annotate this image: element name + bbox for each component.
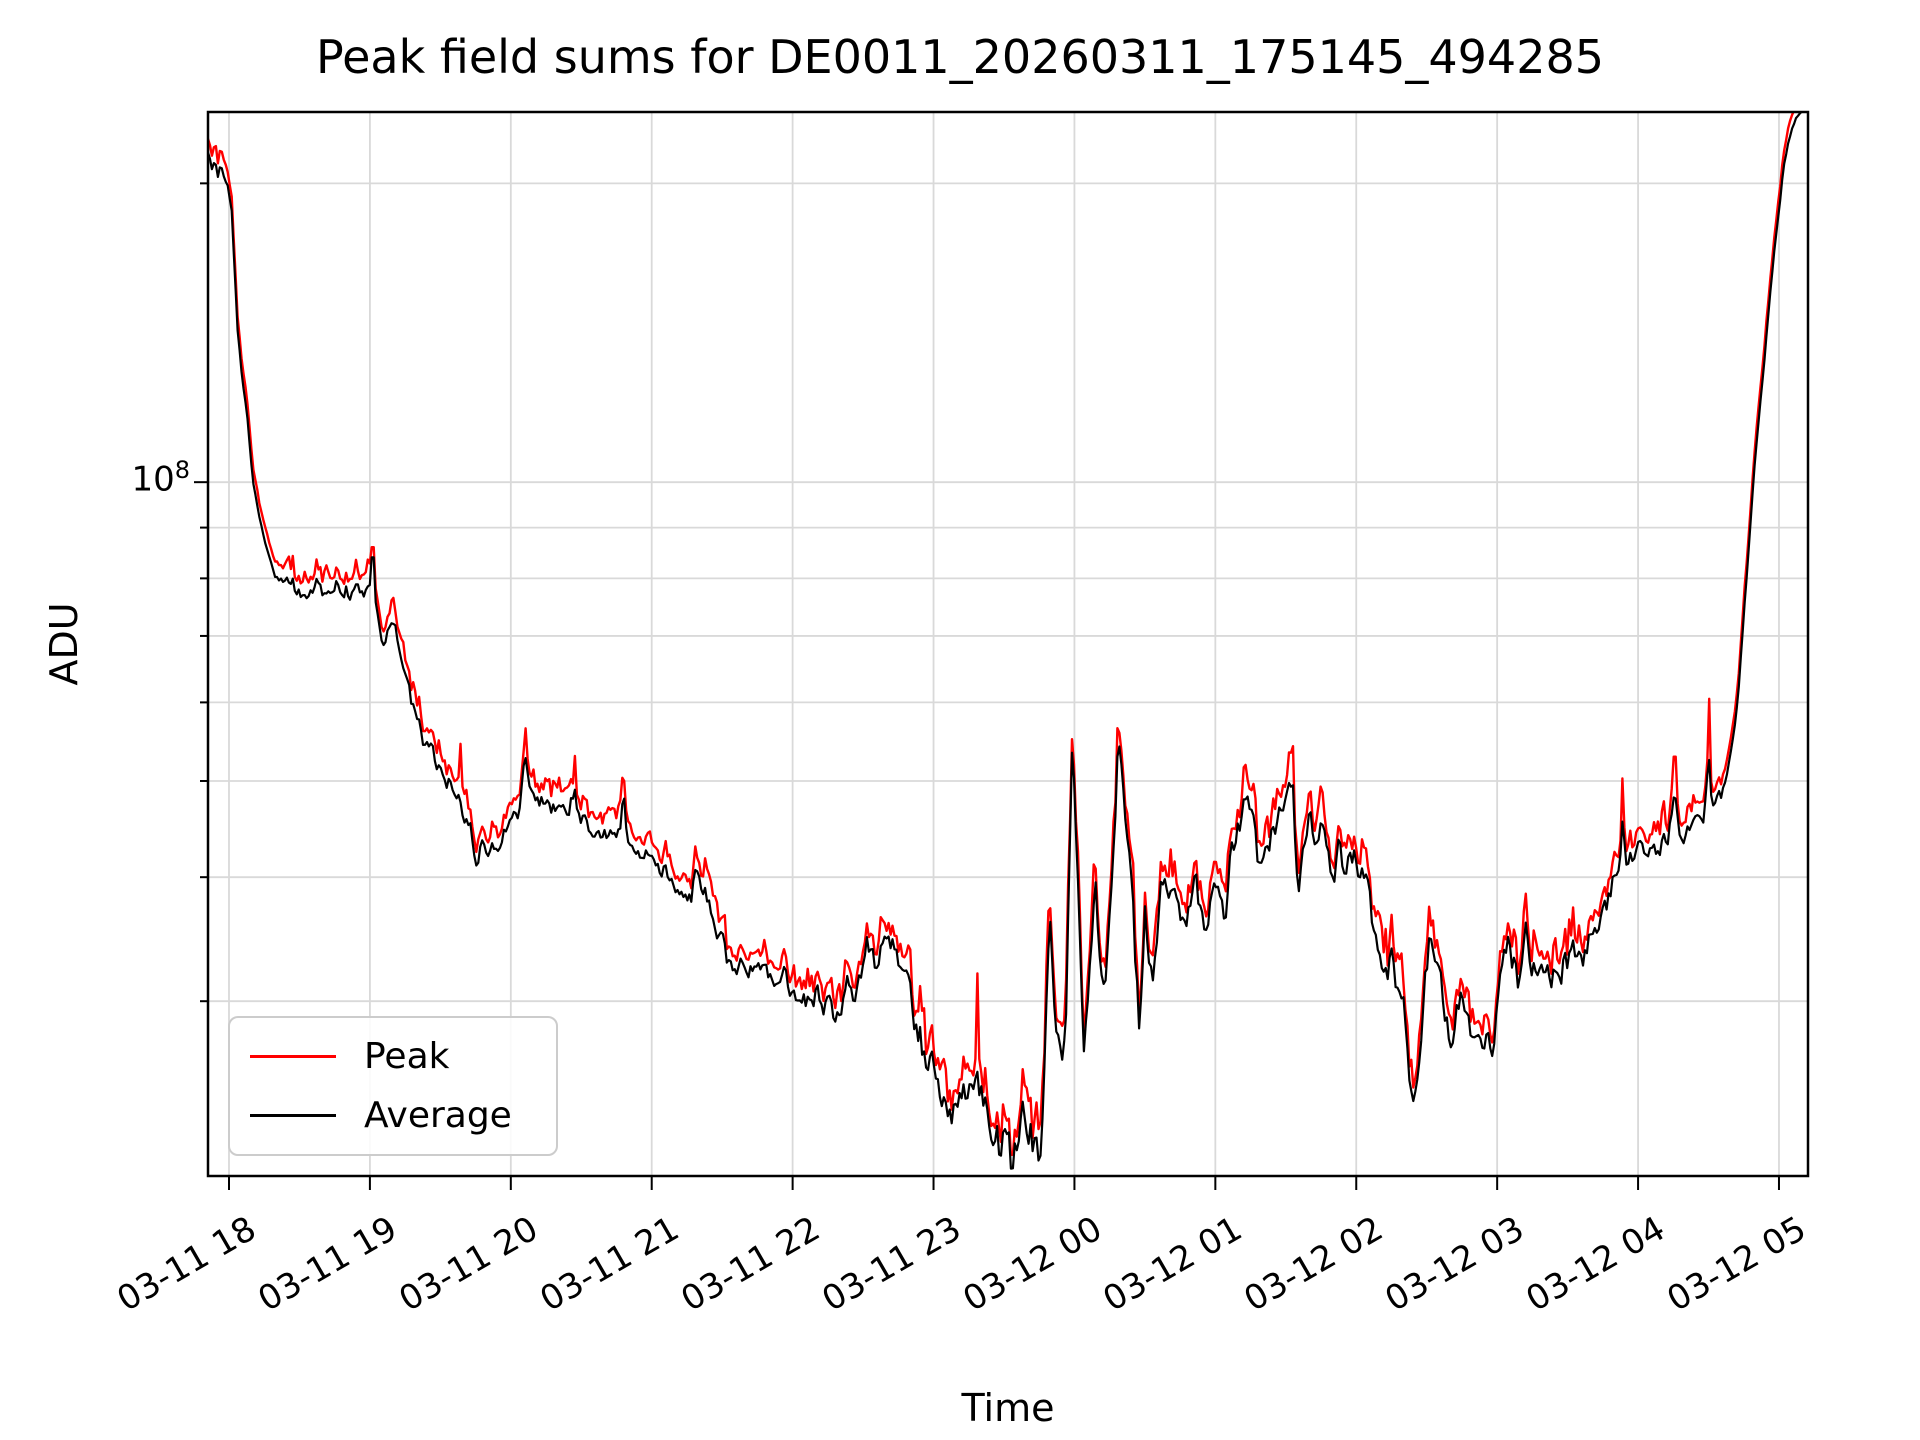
plot-frame [206, 110, 1810, 1178]
average-line-swatch [250, 1114, 336, 1117]
x-axis-label: Time [961, 1386, 1055, 1430]
legend-label-average: Average [364, 1095, 512, 1136]
legend-label-peak: Peak [364, 1036, 450, 1077]
grid-layer [208, 112, 1808, 1176]
y-tick-base: 10 [131, 459, 175, 500]
y-axis-label: ADU [42, 602, 86, 686]
legend-item-peak: Peak [250, 1036, 556, 1077]
chart-title: Peak field sums for DE0011_20260311_1751… [316, 30, 1604, 84]
average-series-line [208, 112, 1806, 1170]
legend-item-average: Average [250, 1095, 556, 1136]
series-layer [208, 112, 1806, 1170]
tick-marks [194, 182, 1780, 1190]
peak-series-line [208, 112, 1795, 1157]
peak-line-swatch [250, 1055, 336, 1058]
y-tick-exponent: 8 [174, 456, 190, 484]
y-axis-major-tick-label: 108 [40, 456, 190, 499]
legend: Peak Average [228, 1016, 558, 1156]
